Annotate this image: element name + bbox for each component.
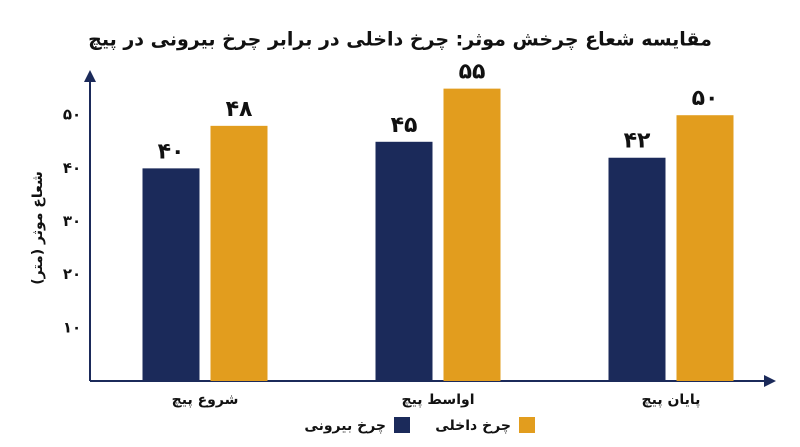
x-tick-label: پایان پیچ [642,392,701,408]
y-tick-label: ۵۰ [63,106,81,124]
bar [608,157,666,381]
y-tick-label: ۱۰ [63,318,81,336]
value-label: ۵۰ [692,86,719,111]
x-tick-label: شروع پیچ [172,392,239,408]
value-label: ۴۸ [226,97,253,122]
y-tick-label: ۲۰ [63,265,81,283]
value-label: ۴۲ [624,129,651,154]
x-tick-label: اواسط پیچ [402,392,475,408]
legend-swatch [519,417,535,433]
bar [375,141,433,381]
bar [142,168,200,381]
value-label: ۵۵ [459,60,486,85]
legend-swatch [394,417,410,433]
chart-title: مقایسه شعاع چرخش موثر: چرخ داخلی در براب… [88,29,712,51]
legend-label: چرخ داخلی [435,418,511,434]
bar [443,88,501,381]
bar [210,125,268,381]
y-tick-label: ۴۰ [63,159,81,177]
bar [676,115,734,382]
y-axis-label: شعاع موثر (متر) [30,171,46,285]
y-tick-label: ۳۰ [63,212,81,230]
value-label: ۴۰ [158,139,185,164]
legend-label: چرخ بیرونی [304,418,386,434]
value-label: ۴۵ [391,113,418,138]
